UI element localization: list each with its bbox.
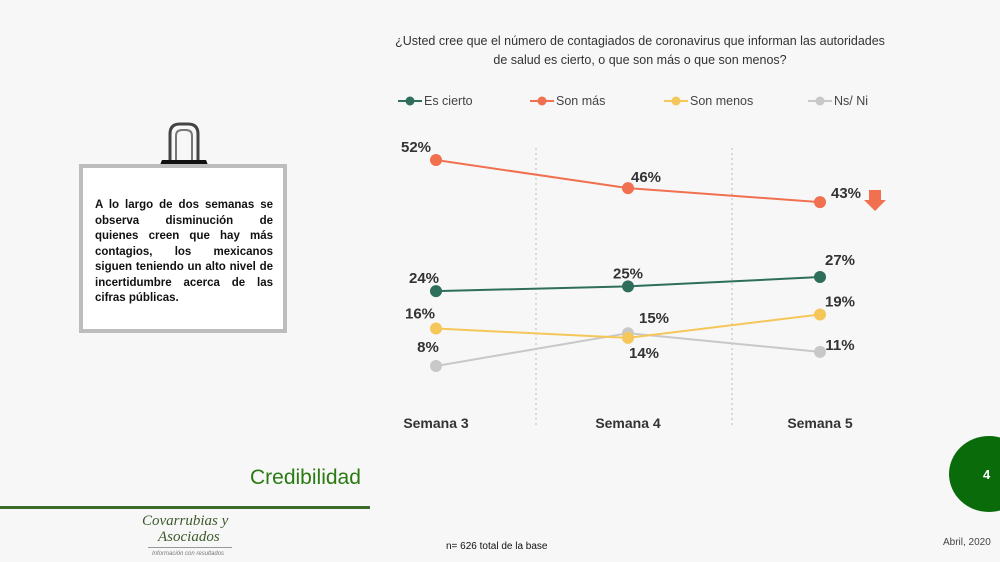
x-tick-label: Semana 3	[403, 415, 469, 431]
x-tick-label: Semana 5	[787, 415, 853, 431]
logo-tagline: Información con resultados	[152, 551, 225, 557]
logo-line1: Covarrubias y	[142, 513, 229, 529]
data-point	[430, 154, 442, 167]
data-label: 24%	[409, 270, 439, 287]
base-note: n= 626 total de la base	[446, 541, 548, 552]
logo-rule	[148, 547, 232, 548]
series-line-son-m-s	[435, 159, 821, 204]
data-point	[622, 182, 634, 195]
legend-marker-icon	[530, 96, 554, 106]
legend-label: Son menos	[690, 94, 754, 108]
data-point	[814, 271, 826, 284]
legend-item: Son menos	[664, 94, 753, 108]
data-label: 52%	[401, 139, 431, 156]
data-label: 11%	[825, 337, 854, 354]
legend-label: Es cierto	[424, 94, 473, 108]
data-label: 8%	[417, 339, 439, 356]
data-label: 16%	[405, 306, 435, 323]
data-point	[814, 308, 826, 321]
data-point	[430, 359, 442, 372]
legend-label: Son más	[556, 94, 606, 108]
data-label: 27%	[825, 252, 855, 269]
data-label: 14%	[629, 345, 659, 362]
title-line: ¿Usted cree que el número de contagiados…	[395, 34, 885, 48]
divider	[0, 506, 370, 509]
x-tick-label: Semana 4	[595, 415, 661, 431]
date: Abril, 2020	[943, 537, 991, 548]
data-label: 25%	[613, 265, 643, 282]
legend-item: Ns/ Ni	[808, 94, 868, 108]
down-arrow-icon	[864, 190, 886, 211]
legend-item: Es cierto	[398, 94, 473, 108]
legend-marker-icon	[808, 96, 832, 106]
data-point	[814, 345, 826, 358]
data-point	[430, 322, 442, 335]
data-point	[430, 285, 442, 298]
section-title: Credibilidad	[250, 466, 361, 489]
legend-label: Ns/ Ni	[834, 94, 869, 108]
legend-marker-icon	[664, 96, 688, 106]
legend-marker-icon	[398, 96, 422, 106]
data-label: 43%	[831, 185, 861, 202]
logo-line2: Asociados	[158, 529, 220, 545]
legend-item: Son más	[530, 94, 605, 108]
data-label: 19%	[825, 293, 855, 310]
data-point	[622, 331, 634, 344]
data-point	[622, 280, 634, 293]
logo: Covarrubias y Asociados Información con …	[140, 514, 240, 560]
page-number: 4	[983, 467, 991, 482]
data-label: 46%	[631, 169, 661, 186]
note-card: A lo largo de dos semanas se observa dis…	[79, 164, 287, 333]
note-text: A lo largo de dos semanas se observa dis…	[83, 168, 283, 329]
data-label: 15%	[639, 310, 669, 327]
data-point	[814, 196, 826, 209]
title-line: de salud es cierto, o que son más o que …	[493, 53, 787, 67]
chart-title: ¿Usted cree que el número de contagiados…	[380, 32, 900, 70]
